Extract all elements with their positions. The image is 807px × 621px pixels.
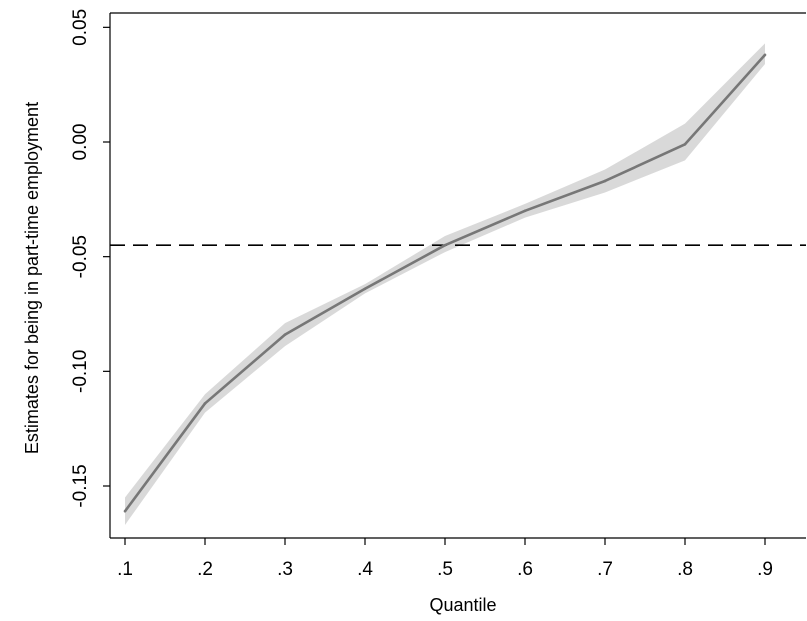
x-tick-label: .2 [197, 559, 213, 580]
x-axis-title: Quantile [429, 595, 496, 615]
estimate-line [123, 53, 766, 513]
estimate-point [203, 402, 207, 405]
x-tick-label: .8 [677, 559, 693, 580]
y-tick-label: 0.00 [70, 124, 91, 161]
x-tick-label: .9 [757, 559, 773, 580]
confidence-band [125, 43, 765, 525]
x-tick-label: .7 [597, 559, 613, 580]
y-tick-label: 0.05 [70, 9, 91, 46]
estimate-point [523, 209, 527, 213]
estimate-point [763, 53, 767, 57]
estimate-point [443, 243, 447, 247]
plot-area [109, 12, 806, 539]
x-tick-label: .6 [517, 559, 533, 580]
x-tick-label: .4 [357, 559, 373, 580]
x-tick-label: .1 [117, 559, 133, 580]
x-axis: .1 .2 .3 .4 .5 .6 .7 .8 .9 [117, 538, 773, 580]
y-tick-label: -0.10 [70, 350, 91, 393]
y-tick-label: -0.15 [70, 464, 91, 507]
y-tick-label: -0.05 [70, 235, 91, 278]
y-axis-title: Estimates for being in part-time employm… [22, 102, 42, 454]
estimate-point [603, 179, 607, 183]
estimate-point [683, 142, 687, 146]
estimate-point [123, 509, 127, 513]
x-tick-label: .5 [437, 559, 453, 580]
y-axis: 0.05 0.00 -0.05 -0.10 -0.15 [70, 9, 110, 508]
estimate-point [363, 287, 367, 291]
estimate-point [283, 333, 287, 336]
x-tick-label: .3 [277, 559, 293, 580]
